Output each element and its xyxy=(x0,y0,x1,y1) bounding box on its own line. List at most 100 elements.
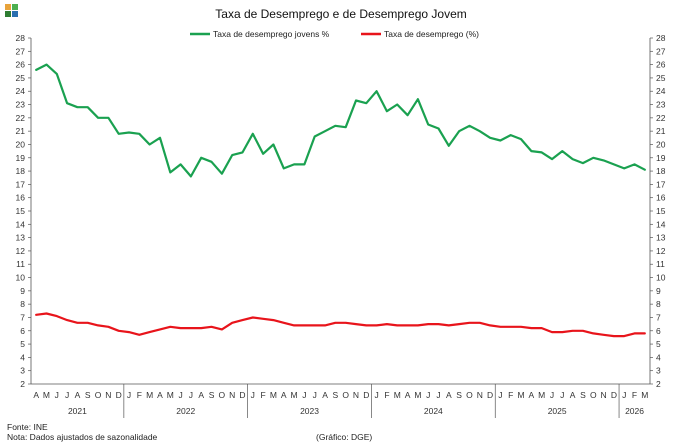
series-line-total xyxy=(35,312,646,338)
y-axis-right-ticks: 2345678910111213141516171819202122232425… xyxy=(650,33,666,389)
y-tick-label-right: 2 xyxy=(656,379,661,389)
x-month-label: F xyxy=(261,390,266,400)
x-month-label: M xyxy=(167,390,174,400)
x-month-label: D xyxy=(116,390,122,400)
y-tick-label-right: 23 xyxy=(656,100,666,110)
x-month-label: D xyxy=(363,390,369,400)
y-tick-label-right: 11 xyxy=(656,259,665,269)
x-month-label: J xyxy=(127,390,131,400)
x-month-label: S xyxy=(209,390,215,400)
y-tick-label-right: 9 xyxy=(656,286,661,296)
x-month-label: M xyxy=(270,390,277,400)
y-tick-label-right: 19 xyxy=(656,153,666,163)
y-tick-label-right: 15 xyxy=(656,206,666,216)
x-month-label: M xyxy=(146,390,153,400)
y-tick-label-right: 22 xyxy=(656,113,666,123)
legend-label-youth: Taxa de desemprego jovens % xyxy=(213,29,330,39)
x-month-label: S xyxy=(333,390,339,400)
y-tick-label-right: 6 xyxy=(656,326,661,336)
x-month-label: S xyxy=(580,390,586,400)
x-month-label: J xyxy=(302,390,306,400)
x-year-label: 2023 xyxy=(300,406,319,416)
y-tick-label-left: 22 xyxy=(16,113,26,123)
x-axis-year-labels: 2021 2022 2023 2024 2025 2026 xyxy=(68,384,644,418)
x-month-label: M xyxy=(291,390,298,400)
y-tick-label-left: 12 xyxy=(16,246,26,256)
x-month-label: M xyxy=(517,390,524,400)
y-tick-label-left: 5 xyxy=(20,339,25,349)
y-tick-label-right: 28 xyxy=(656,33,666,43)
x-month-label: J xyxy=(622,390,626,400)
x-month-label: M xyxy=(538,390,545,400)
x-month-label: J xyxy=(560,390,564,400)
y-tick-label-left: 7 xyxy=(20,312,25,322)
y-tick-label-left: 15 xyxy=(16,206,26,216)
x-year-label: 2026 xyxy=(625,406,644,416)
x-month-label: J xyxy=(55,390,59,400)
x-month-label: A xyxy=(322,390,328,400)
x-month-label: J xyxy=(189,390,193,400)
y-tick-label-right: 14 xyxy=(656,219,666,229)
y-tick-label-right: 8 xyxy=(656,299,661,309)
logo-square-2 xyxy=(12,4,18,10)
y-tick-label-left: 4 xyxy=(20,352,25,362)
x-month-label: J xyxy=(251,390,255,400)
y-tick-label-right: 17 xyxy=(656,179,666,189)
x-month-label: M xyxy=(641,390,648,400)
x-month-label: M xyxy=(394,390,401,400)
x-month-label: N xyxy=(353,390,359,400)
x-month-label: A xyxy=(570,390,576,400)
series-line-youth xyxy=(35,63,646,178)
x-month-label: S xyxy=(456,390,462,400)
x-month-label: D xyxy=(239,390,245,400)
x-month-label: J xyxy=(65,390,69,400)
y-tick-label-right: 7 xyxy=(656,312,661,322)
y-tick-label-left: 21 xyxy=(16,126,26,136)
y-tick-label-left: 28 xyxy=(16,33,26,43)
x-month-label: J xyxy=(426,390,430,400)
chart-title: Taxa de Desemprego e de Desemprego Jovem xyxy=(215,7,466,21)
x-year-label: 2021 xyxy=(68,406,87,416)
x-month-label: O xyxy=(590,390,597,400)
x-month-label: S xyxy=(85,390,91,400)
y-tick-label-left: 18 xyxy=(16,166,26,176)
y-tick-label-left: 3 xyxy=(20,366,25,376)
y-tick-label-right: 4 xyxy=(656,352,661,362)
y-tick-label-right: 24 xyxy=(656,86,666,96)
y-tick-label-left: 11 xyxy=(16,259,25,269)
x-month-label: J xyxy=(178,390,182,400)
x-year-label: 2025 xyxy=(548,406,567,416)
legend: Taxa de desemprego jovens % Taxa de dese… xyxy=(190,29,479,39)
y-tick-label-left: 17 xyxy=(16,179,26,189)
y-tick-label-right: 27 xyxy=(656,46,666,56)
x-month-label: J xyxy=(313,390,317,400)
y-tick-label-left: 6 xyxy=(20,326,25,336)
y-tick-label-left: 8 xyxy=(20,299,25,309)
legend-item-total: Taxa de desemprego (%) xyxy=(361,29,479,39)
y-tick-label-left: 16 xyxy=(16,193,26,203)
y-tick-label-left: 25 xyxy=(16,73,26,83)
x-year-label: 2022 xyxy=(176,406,195,416)
y-axis-left-ticks: 2345678910111213141516171819202122232425… xyxy=(16,33,31,389)
x-month-label: A xyxy=(157,390,163,400)
x-month-label: D xyxy=(611,390,617,400)
y-tick-label-right: 18 xyxy=(656,166,666,176)
y-tick-label-left: 23 xyxy=(16,100,26,110)
y-tick-label-right: 5 xyxy=(656,339,661,349)
y-tick-label-left: 27 xyxy=(16,46,26,56)
x-month-label: F xyxy=(508,390,513,400)
y-tick-label-right: 26 xyxy=(656,60,666,70)
legend-item-youth: Taxa de desemprego jovens % xyxy=(190,29,330,39)
dge-logo-icon xyxy=(5,4,19,18)
logo-square-3 xyxy=(5,11,11,17)
y-tick-label-right: 13 xyxy=(656,233,666,243)
x-month-label: A xyxy=(33,390,39,400)
x-month-label: M xyxy=(414,390,421,400)
y-tick-label-left: 9 xyxy=(20,286,25,296)
footer-credit: (Gráfico: DGE) xyxy=(316,432,373,442)
x-month-label: N xyxy=(477,390,483,400)
x-month-label: F xyxy=(632,390,637,400)
x-month-label: O xyxy=(95,390,102,400)
